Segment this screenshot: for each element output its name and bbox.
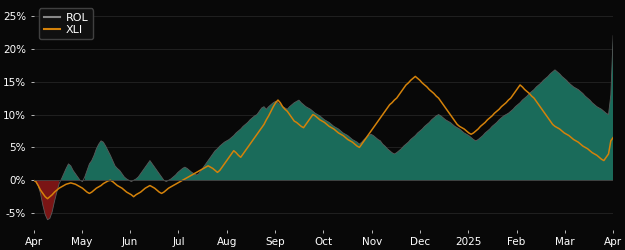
Legend: ROL, XLI: ROL, XLI — [39, 8, 93, 40]
